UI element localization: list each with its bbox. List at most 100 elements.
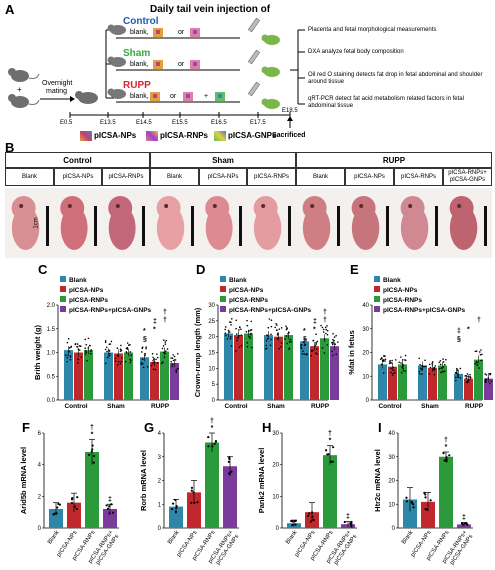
panel-a-label: A: [5, 2, 15, 17]
bar-D-1-2: [284, 335, 293, 400]
point-E: [484, 380, 487, 382]
mouse-icon-sham: [107, 56, 126, 67]
bar-E-2-3: [484, 378, 493, 400]
point-C: [166, 348, 169, 350]
chart-C-ylabel: Brith weight (g): [33, 325, 42, 380]
panel-i-label: I: [378, 420, 382, 435]
point-D: [226, 338, 229, 340]
point-H: [311, 515, 314, 518]
fetus-head: [302, 196, 327, 220]
point-D: [276, 329, 278, 331]
mouse-icon-female: [8, 68, 40, 82]
point-C: [150, 364, 153, 367]
point-D: [239, 326, 241, 328]
legend-label-E: Blank: [383, 277, 401, 284]
point-H: [291, 523, 294, 527]
point-C: [90, 350, 92, 352]
point-D: [322, 328, 325, 331]
point-C: [77, 362, 79, 364]
bar-C-0-1: [74, 352, 83, 400]
chart-C-tick-label: 0.0: [47, 398, 56, 404]
point-C: [119, 348, 122, 350]
legend-swatch-E: [374, 276, 380, 282]
chart-D-tick-label: 0: [212, 398, 216, 404]
point-D: [331, 343, 334, 346]
fetus-eye: [19, 204, 24, 208]
point-E: [442, 371, 445, 373]
point-D: [326, 343, 329, 346]
point-I: [412, 503, 415, 506]
point-E: [429, 366, 432, 369]
chart-E-tick-label: 10: [362, 374, 369, 380]
xlabel-E-1: Sham: [421, 403, 439, 410]
fetus-eye: [164, 204, 169, 208]
bar-D-0-1: [234, 335, 243, 400]
annotation-C: †: [163, 309, 167, 316]
nanoparticle-icon-core: [186, 94, 190, 98]
point-I: [442, 452, 445, 455]
point-C: [104, 362, 107, 365]
point-D: [280, 342, 283, 344]
point-E: [442, 361, 445, 363]
point-C: [126, 342, 129, 344]
point-C: [129, 343, 131, 346]
point-C: [152, 362, 154, 365]
mouse-icon-treated-rupp: [261, 98, 280, 109]
point-C: [163, 339, 165, 341]
fetus-head: [11, 196, 36, 220]
point-C: [84, 350, 87, 352]
point-C: [155, 358, 157, 361]
fetus-head: [205, 196, 230, 220]
point-C: [142, 366, 145, 369]
syringe-icon-sham: [247, 49, 261, 65]
xlabel-C-0: Control: [64, 403, 87, 410]
annotation-F: †: [90, 424, 94, 431]
scale-bar: [484, 206, 487, 246]
point-C: [161, 361, 164, 364]
legend-swatch-C: [60, 276, 66, 282]
point-E: [424, 359, 426, 362]
point-E: [433, 369, 436, 371]
point-D: [315, 333, 317, 336]
point-D: [325, 328, 327, 331]
point-C: [104, 348, 107, 351]
point-I: [424, 496, 427, 499]
rnp-legend-swatch: [146, 131, 158, 141]
point-C: [152, 368, 155, 370]
point-D: [280, 327, 283, 329]
legend-label-C: pICSA-RNPs: [69, 297, 108, 304]
point-E: [392, 372, 395, 375]
annotation-G: †: [210, 418, 214, 425]
point-C: [85, 351, 88, 354]
point-D: [315, 343, 318, 345]
xlabel-E-0: Control: [378, 403, 401, 410]
point-H: [343, 520, 346, 524]
point-D: [303, 353, 306, 355]
chart-H-tick-label: 20: [272, 463, 279, 469]
fetus-head: [108, 196, 133, 220]
annotation-D: §: [303, 336, 307, 343]
sub-header-0: Blank: [5, 168, 54, 186]
point-E: [391, 359, 393, 362]
point-C: [129, 361, 132, 364]
point-D: [236, 337, 239, 339]
chart-D-tick-label: 30: [208, 303, 215, 309]
point-C: [145, 346, 147, 348]
point-D: [274, 326, 277, 329]
mouse-icon-treated-control: [261, 34, 280, 45]
fetus-head: [156, 196, 181, 220]
timepoint-e18-5: E18.5: [282, 108, 298, 114]
point-I: [461, 523, 464, 526]
chart-I-tick-label: 20: [388, 479, 395, 485]
point-C: [141, 358, 144, 361]
sub-header-2: pICSA-RNPs: [102, 168, 150, 186]
point-C: [146, 366, 149, 368]
fetus-eye: [359, 204, 364, 208]
mating-label: mating: [46, 88, 68, 95]
point-E: [384, 360, 386, 362]
chart-H-tick-label: 0: [276, 526, 280, 532]
point-D: [334, 343, 337, 346]
point-C: [129, 351, 132, 353]
fetus-image-1: [54, 188, 102, 258]
